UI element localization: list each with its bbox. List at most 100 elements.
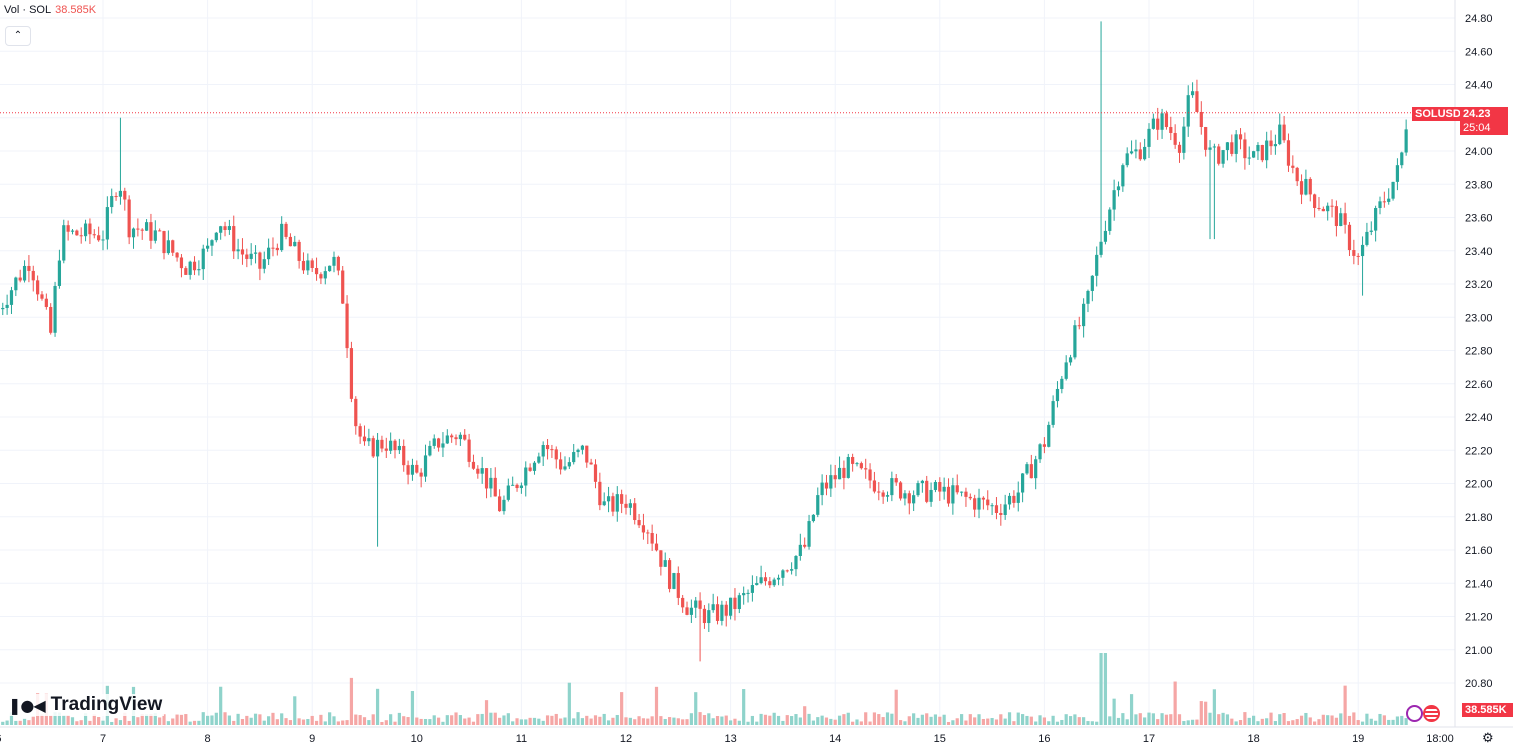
candle-body xyxy=(955,485,959,493)
volume-bar xyxy=(837,715,842,725)
candle-body xyxy=(877,491,881,493)
volume-bar xyxy=(31,716,35,725)
volume-bar xyxy=(868,721,872,725)
volume-bar xyxy=(75,721,79,725)
candle-body xyxy=(1208,147,1212,150)
candle-body xyxy=(454,437,458,440)
candle-body xyxy=(541,445,545,457)
volume-bar xyxy=(83,713,88,725)
price-tick-label: 23.00 xyxy=(1465,312,1493,324)
volume-bar xyxy=(1156,719,1160,725)
gear-icon[interactable]: ⚙ xyxy=(1482,730,1494,745)
volume-bar xyxy=(999,714,1003,725)
time-tick-label: 16 xyxy=(1038,733,1050,745)
volume-bar xyxy=(192,720,197,725)
time-tick-label: 11 xyxy=(516,733,527,745)
candle-body xyxy=(1177,144,1182,153)
volume-bar xyxy=(1060,719,1064,725)
volume-bar xyxy=(1391,719,1395,725)
candle-body xyxy=(1125,153,1129,166)
candle-body xyxy=(750,585,754,593)
volume-bar xyxy=(768,715,772,725)
volume-bar xyxy=(729,720,733,725)
volume-bar xyxy=(663,718,667,725)
volume-bar xyxy=(245,715,249,725)
candle-body xyxy=(467,439,471,462)
us-flag-icon[interactable] xyxy=(1423,705,1440,722)
candle-body xyxy=(1003,504,1007,515)
volume-bar xyxy=(153,713,157,725)
candle-body xyxy=(1199,111,1203,128)
volume-bar xyxy=(1143,717,1147,725)
candle-body xyxy=(1374,208,1378,231)
candle-body xyxy=(1016,492,1020,503)
candle-body xyxy=(114,196,118,198)
volume-bar xyxy=(380,721,384,725)
volume-bar xyxy=(541,720,545,725)
candle-body xyxy=(423,455,428,477)
volume-bar xyxy=(1282,713,1286,725)
candle-body xyxy=(336,256,340,271)
candle-body xyxy=(681,597,685,608)
volume-bar xyxy=(1082,717,1086,725)
candle-body xyxy=(532,462,537,471)
candle-body xyxy=(1339,213,1343,227)
candle-body xyxy=(646,532,650,534)
volume-bar xyxy=(938,716,942,725)
volume-bar xyxy=(772,712,776,725)
volume-bar xyxy=(271,712,275,725)
candle-body xyxy=(406,465,410,475)
volume-bar xyxy=(419,718,423,725)
lightning-icon[interactable] xyxy=(1406,705,1423,722)
volume-bar xyxy=(1269,712,1273,725)
volume-bar xyxy=(1125,719,1129,725)
volume-bar xyxy=(79,720,83,725)
volume-bar xyxy=(236,713,240,725)
candle-body xyxy=(271,247,275,249)
price-tick-label: 21.80 xyxy=(1465,512,1493,524)
volume-bar xyxy=(528,717,532,725)
candle-body xyxy=(262,259,266,269)
price-tick-label: 23.20 xyxy=(1465,279,1493,291)
candlesticks xyxy=(1,21,1408,662)
volume-bar xyxy=(275,719,279,725)
candle-body xyxy=(994,505,999,513)
volume-bar xyxy=(637,716,641,725)
candle-body xyxy=(284,223,288,237)
volume-bar xyxy=(280,713,284,725)
volume-bar xyxy=(951,720,955,725)
candle-body xyxy=(1007,495,1012,505)
candle-body xyxy=(1352,250,1356,256)
candle-body xyxy=(227,226,231,230)
volume-bar xyxy=(253,713,258,725)
volume-bar xyxy=(811,720,816,725)
symbol-badge: SOLUSD xyxy=(1412,107,1464,121)
tradingview-logo[interactable]: ❚●◀ TradingView xyxy=(6,694,165,716)
candle-body xyxy=(293,241,297,247)
chevron-up-icon[interactable]: ⌃ xyxy=(5,26,31,46)
volume-bar xyxy=(681,719,685,725)
candle-body xyxy=(397,445,401,451)
volume-bar xyxy=(667,717,672,725)
candle-body xyxy=(986,499,990,506)
price-label: 24.23 xyxy=(1463,108,1491,120)
candle-body xyxy=(585,445,589,463)
candle-body xyxy=(428,445,432,456)
candle-body xyxy=(589,462,593,465)
volume-bar xyxy=(1151,713,1155,725)
volume-bar xyxy=(1064,714,1068,725)
volume-bar xyxy=(267,716,271,725)
volume-bar xyxy=(1016,712,1020,725)
volume-bar xyxy=(864,712,868,725)
candle-body xyxy=(776,577,781,580)
volume-bar xyxy=(1068,716,1073,725)
volume-bar xyxy=(306,719,310,725)
price-axis: 24.8024.6024.4024.2024.0023.8023.6023.40… xyxy=(1454,0,1493,727)
candle-body xyxy=(811,514,816,522)
volume-bar xyxy=(955,718,959,725)
candle-body xyxy=(1204,127,1208,150)
volume-bar xyxy=(1404,718,1408,725)
volume-bar xyxy=(907,716,911,725)
candle-body xyxy=(1169,127,1173,133)
